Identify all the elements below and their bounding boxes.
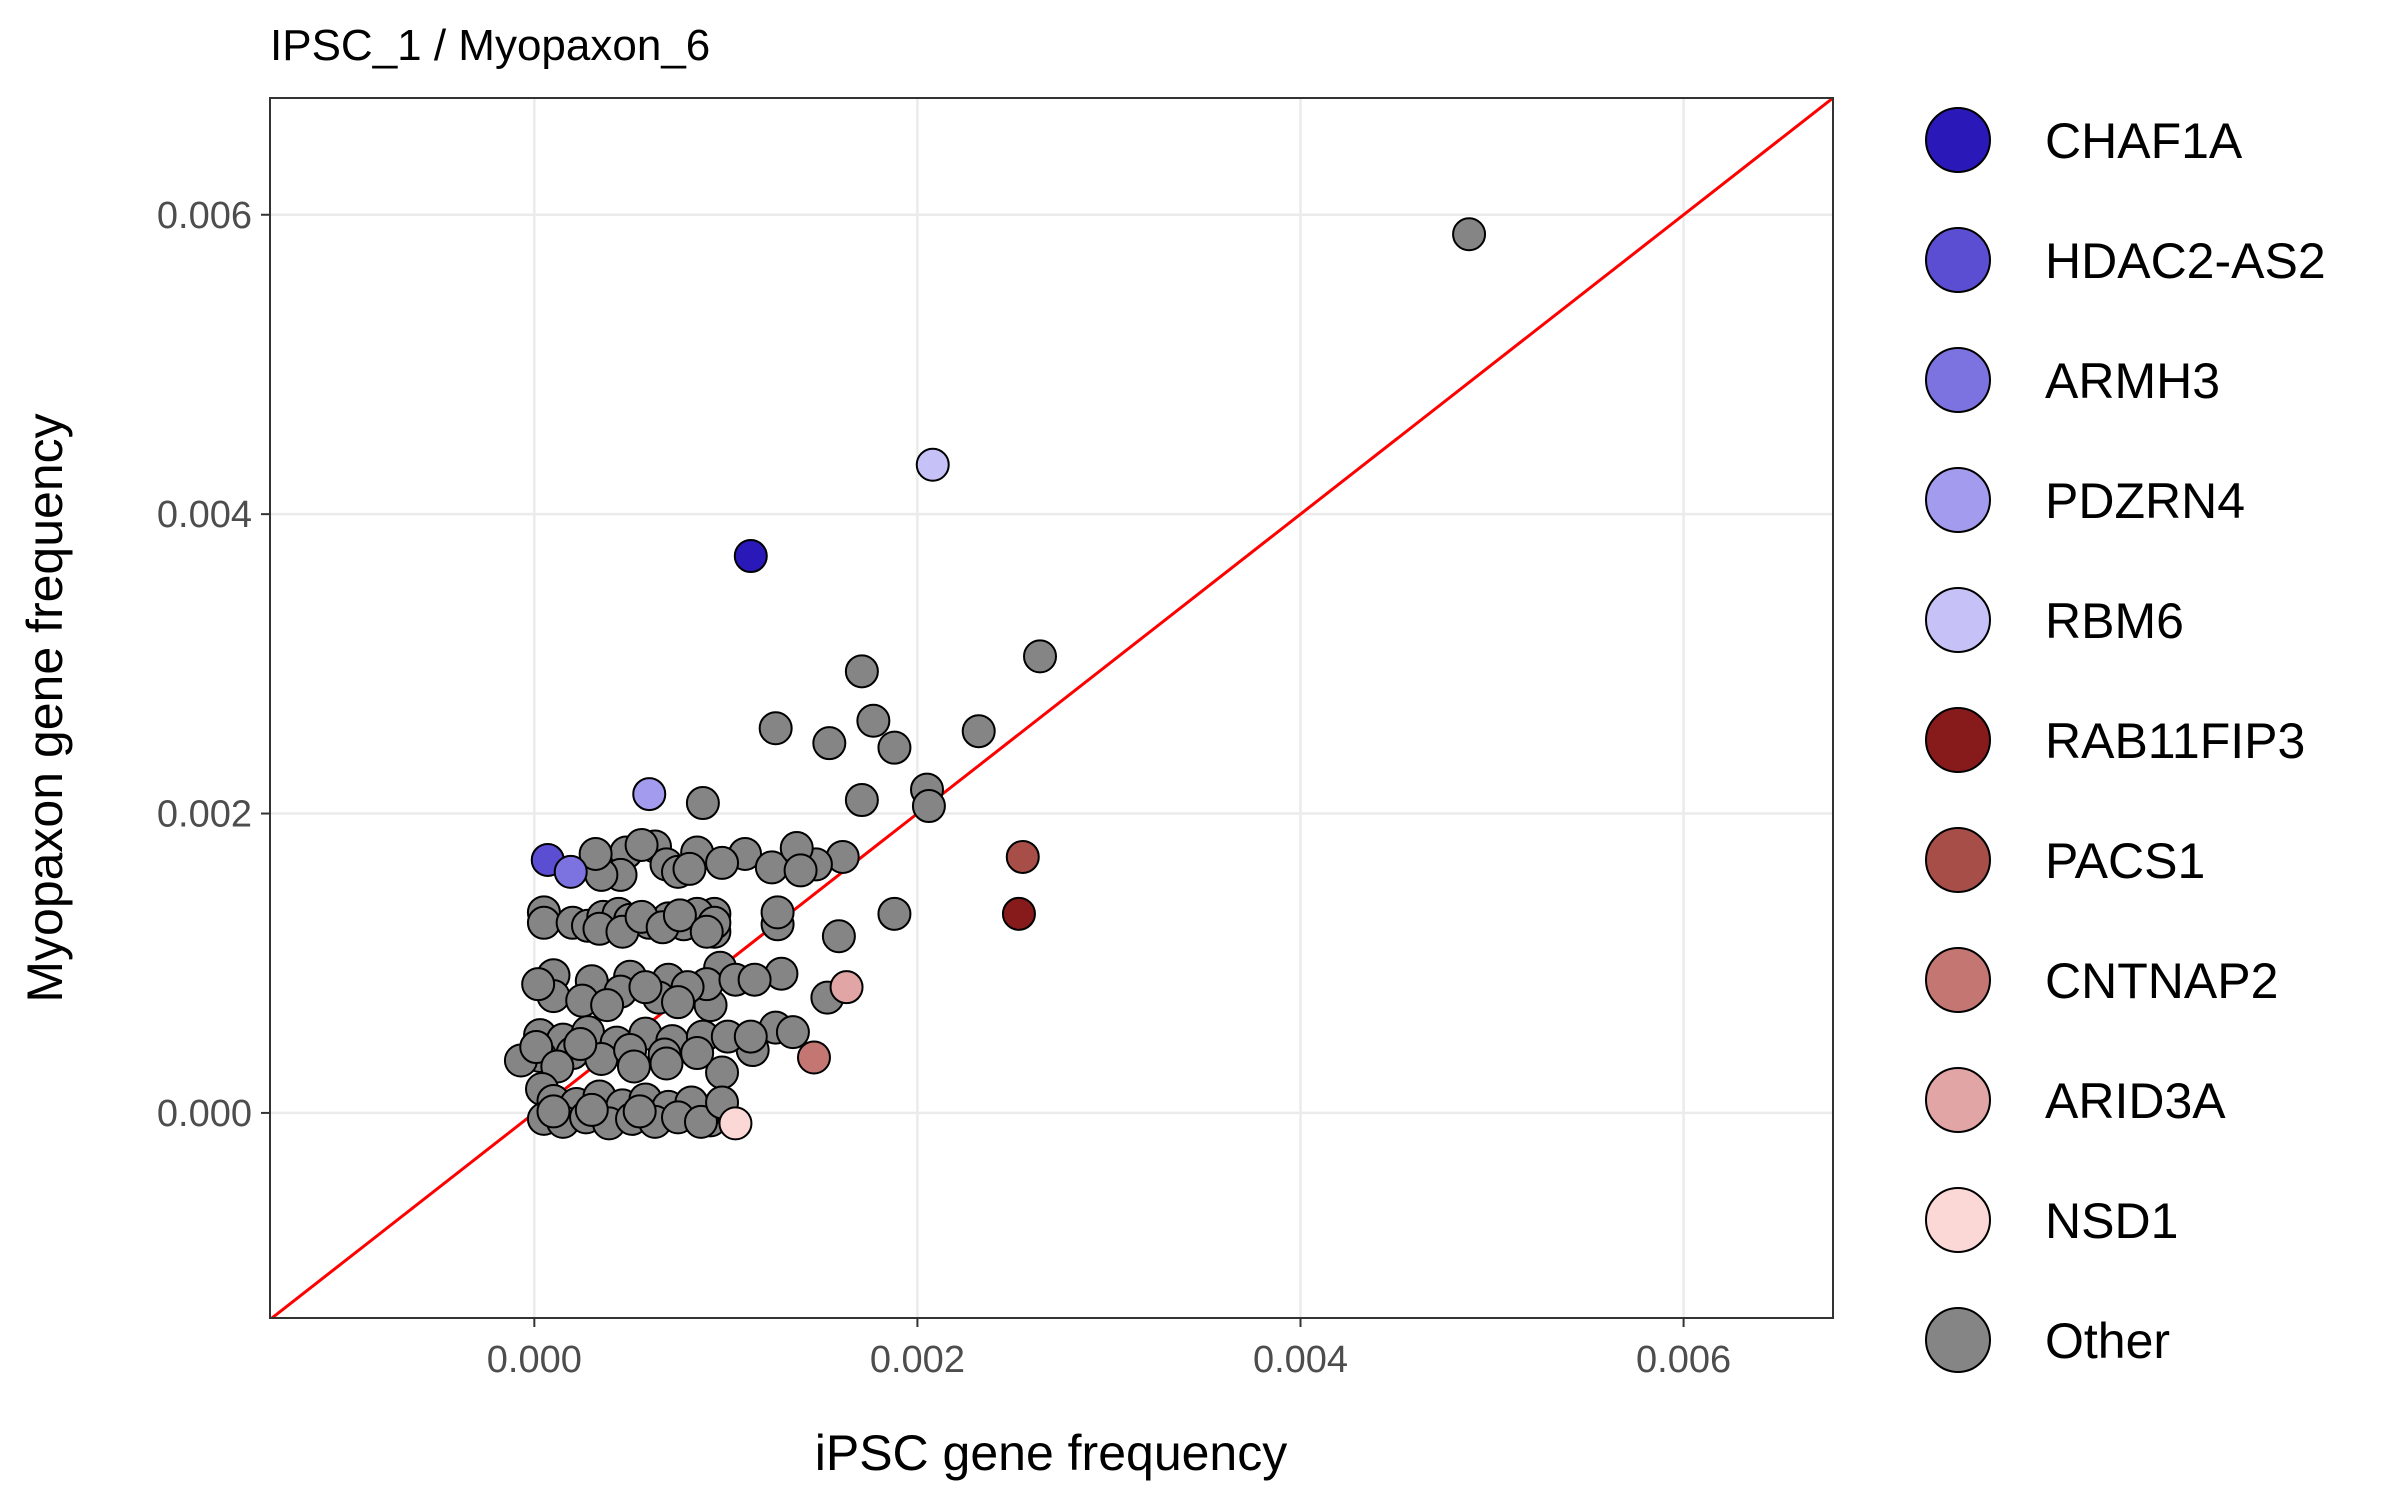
legend-key-pdzrn4: [1925, 467, 1991, 533]
point-other: [683, 1104, 718, 1139]
x-axis-title: iPSC gene frequency: [815, 1425, 1288, 1481]
point-other: [783, 853, 818, 888]
point-other: [733, 1019, 768, 1054]
point-other: [536, 1094, 571, 1129]
point-other: [911, 789, 946, 824]
legend: CHAF1A HDAC2-AS2 ARMH3 PDZRN4 RBM6 RAB11FIP3 P…: [1925, 107, 2326, 1373]
x-tick-label: 0.006: [1636, 1339, 1731, 1381]
legend-key-hdac2-as2: [1925, 227, 1991, 293]
point-rbm6: [915, 447, 950, 482]
legend-label-rab11fip3: RAB11FIP3: [2045, 713, 2305, 769]
legend-key-nsd1: [1925, 1187, 1991, 1253]
legend-label-chaf1a: CHAF1A: [2045, 113, 2243, 169]
point-other: [578, 836, 613, 871]
legend-label-rbm6: RBM6: [2045, 593, 2184, 649]
legend-key-pacs1: [1925, 827, 1991, 893]
point-cntnap2: [796, 1040, 831, 1075]
point-other: [526, 905, 561, 940]
y-tick-label: 0.000: [157, 1093, 252, 1135]
point-armh3: [553, 854, 588, 889]
point-other: [856, 703, 891, 738]
x-tick-label: 0.004: [1253, 1339, 1348, 1381]
legend-label-other: Other: [2045, 1313, 2170, 1369]
reference-line: [270, 98, 1833, 1318]
legend-key-chaf1a: [1925, 107, 1991, 173]
legend-key-rbm6: [1925, 587, 1991, 653]
y-tick-label: 0.004: [157, 494, 252, 536]
y-axis-title: Myopaxon gene frequency: [17, 413, 73, 1002]
identity-line: [270, 98, 1833, 1318]
point-other: [775, 1015, 810, 1050]
point-other: [685, 786, 720, 821]
point-other: [519, 1030, 554, 1065]
point-other: [844, 783, 879, 818]
x-tick-label: 0.000: [487, 1339, 582, 1381]
point-other: [689, 914, 724, 949]
point-other: [649, 1046, 684, 1081]
legend-label-arid3a: ARID3A: [2045, 1073, 2226, 1129]
legend-label-armh3: ARMH3: [2045, 353, 2220, 409]
legend-label-pacs1: PACS1: [2045, 833, 2205, 889]
point-other: [563, 1027, 598, 1062]
point-other: [812, 726, 847, 761]
point-other: [622, 1094, 657, 1129]
plot-panel-border: [269, 97, 1834, 1319]
legend-key-cntnap2: [1925, 947, 1991, 1013]
point-rab11fip3: [1001, 896, 1036, 931]
point-other: [705, 845, 740, 880]
point-other: [737, 962, 772, 997]
point-arid3a: [829, 970, 864, 1005]
legend-label-cntnap2: CNTNAP2: [2045, 953, 2278, 1009]
legend-key-other: [1925, 1307, 1991, 1373]
point-other: [821, 919, 856, 954]
point-other: [1023, 639, 1058, 674]
point-other: [574, 1092, 609, 1127]
legend-label-hdac2-as2: HDAC2-AS2: [2045, 233, 2326, 289]
legend-key-arid3a: [1925, 1067, 1991, 1133]
point-other: [760, 895, 795, 930]
point-other: [521, 967, 556, 1002]
point-other: [877, 730, 912, 765]
chart-title: IPSC_1 / Myopaxon_6: [270, 21, 710, 70]
point-other: [616, 1049, 651, 1084]
point-pacs1: [1005, 839, 1040, 874]
point-other: [1452, 217, 1487, 252]
point-other: [961, 714, 996, 749]
point-other: [844, 654, 879, 689]
x-tick-label: 0.002: [870, 1339, 965, 1381]
data-points: [503, 217, 1487, 1141]
point-chaf1a: [733, 539, 768, 574]
y-tick-label: 0.006: [157, 195, 252, 237]
point-other: [672, 851, 707, 886]
point-nsd1: [718, 1106, 753, 1141]
point-other: [877, 896, 912, 931]
point-other: [628, 970, 663, 1005]
point-other: [624, 827, 659, 862]
legend-key-rab11fip3: [1925, 707, 1991, 773]
y-tick-label: 0.002: [157, 794, 252, 836]
legend-label-nsd1: NSD1: [2045, 1193, 2178, 1249]
point-other: [680, 1036, 715, 1071]
point-other: [660, 985, 695, 1020]
point-pdzrn4: [632, 777, 667, 812]
axes: 0.000 0.002 0.004 0.006 0.000 0.002 0.004 0.006: [157, 195, 1731, 1381]
legend-label-pdzrn4: PDZRN4: [2045, 473, 2245, 529]
point-other: [662, 898, 697, 933]
point-other: [758, 711, 793, 746]
point-other: [590, 988, 625, 1023]
legend-key-armh3: [1925, 347, 1991, 413]
